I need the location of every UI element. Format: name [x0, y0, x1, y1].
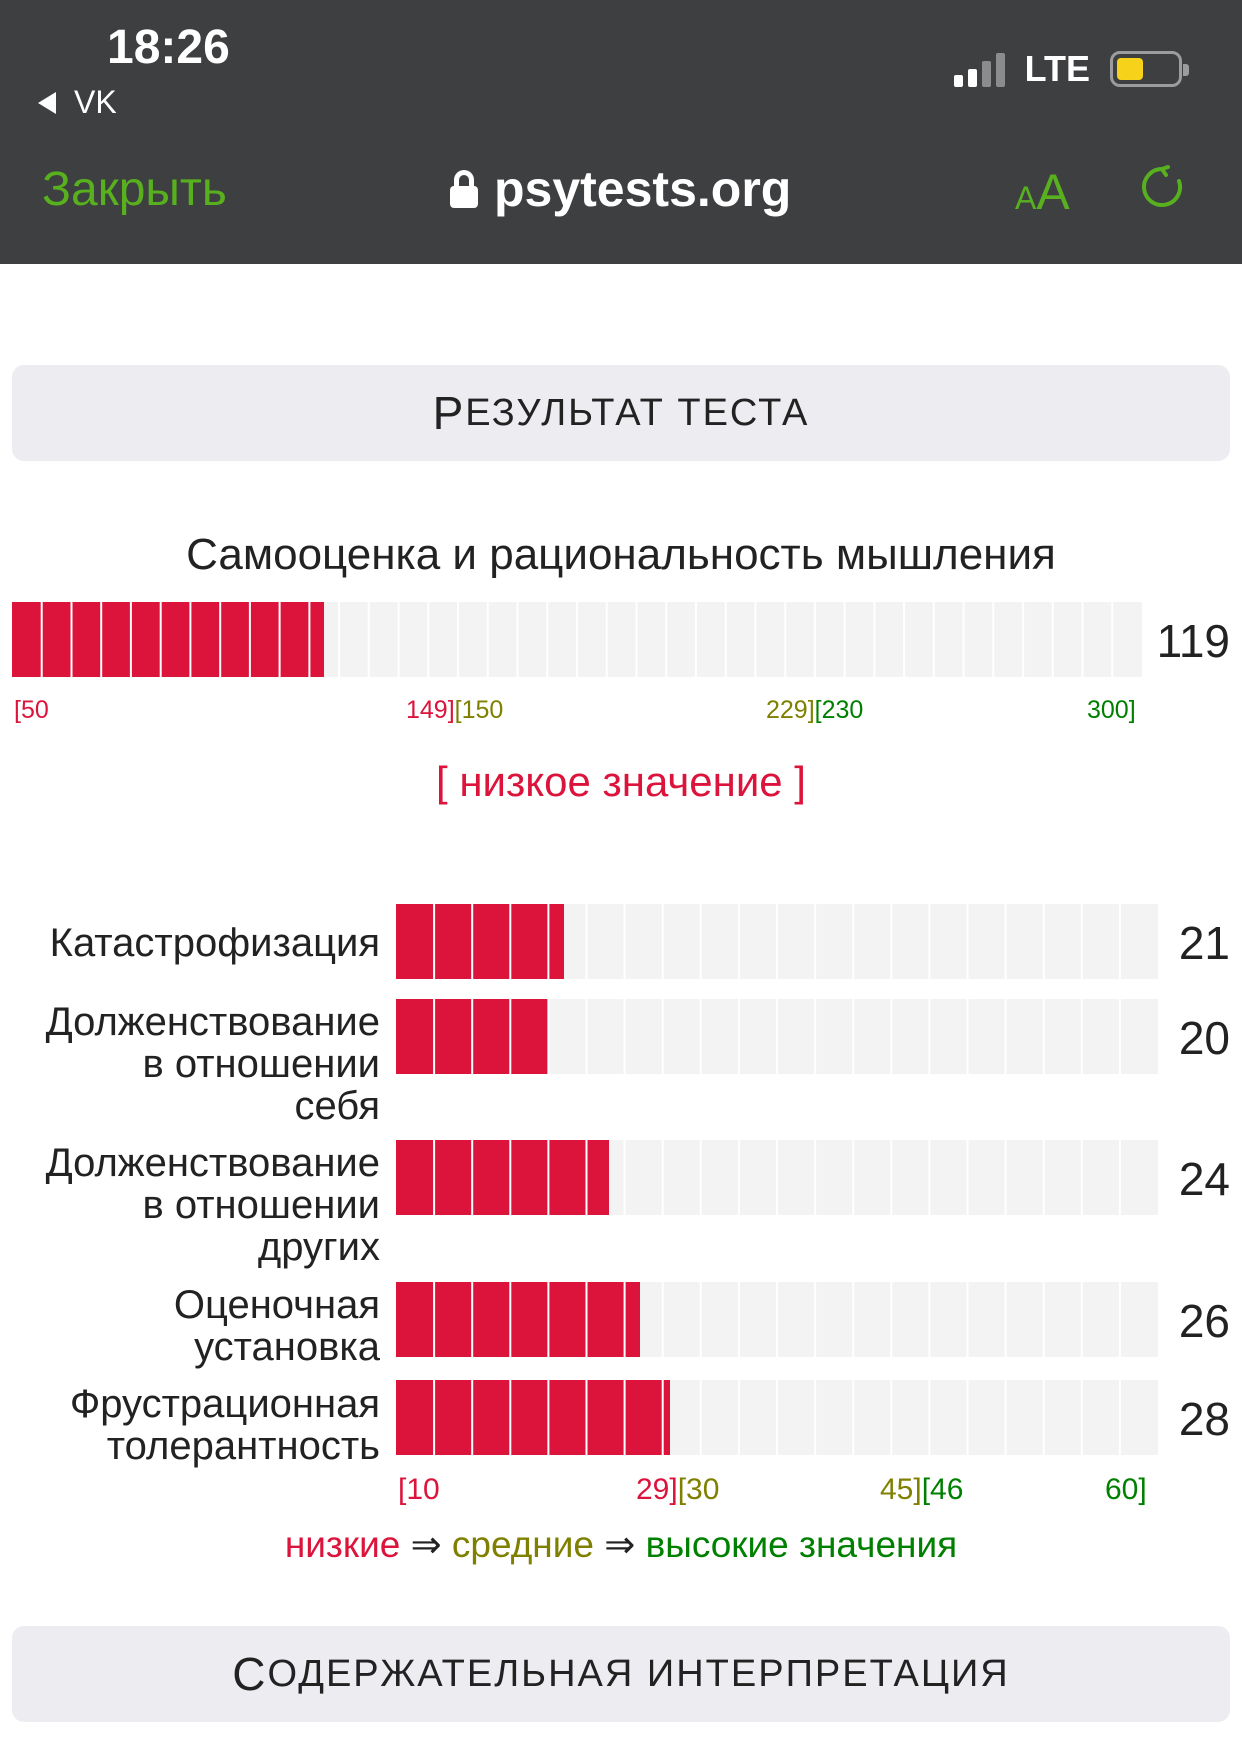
main-scale-bar: [12, 602, 1142, 677]
cellular-signal-icon: [953, 51, 1005, 87]
main-scale-title: Самооценка и рациональность мышления: [186, 530, 1056, 579]
sub-scale-value: 21: [1178, 917, 1230, 969]
legend-high: высокие значения: [645, 1524, 958, 1565]
legend-mid: средние: [451, 1524, 594, 1565]
back-app-label: VK: [74, 84, 117, 120]
main-tick-boundary-1: 149][150: [406, 696, 504, 724]
sub-scale-label: Катастрофизация: [49, 921, 380, 965]
back-arrow-icon: [38, 91, 56, 114]
legend-low: низкие: [284, 1524, 401, 1565]
sub-scale-grid: [433, 999, 1121, 1074]
address-bar[interactable]: psytests.org: [450, 160, 791, 218]
back-to-app-button[interactable]: VK: [38, 84, 117, 121]
battery-icon: [1110, 51, 1189, 87]
status-indicators: LTE: [953, 48, 1189, 90]
sub-scale-value: 20: [1178, 1012, 1230, 1064]
sub-scale-grid: [433, 1380, 1121, 1455]
sub-scale-bar: [396, 1380, 1158, 1455]
main-tick-boundary-2: 229][230: [766, 696, 864, 724]
sub-tick-boundary-2: 45][46: [880, 1473, 964, 1506]
main-tick-min: [50: [14, 696, 49, 724]
sub-scale-grid: [433, 1140, 1121, 1215]
sub-scale-label: Оценочная установка: [173, 1283, 380, 1369]
sub-scale-value: 28: [1178, 1393, 1230, 1445]
sub-scale-label: Фрустрационная толерантность: [69, 1382, 380, 1468]
sub-scale-grid: [433, 904, 1121, 979]
sub-scale-bar: [396, 999, 1158, 1074]
sub-scale-label: Долженствование в отношении других: [45, 1141, 380, 1269]
sub-scale-grid: [433, 1282, 1121, 1357]
color-legend: низкие ⇒ средние ⇒ высокие значения: [284, 1524, 958, 1565]
sub-scale-value: 24: [1178, 1153, 1230, 1205]
reload-icon[interactable]: [1138, 163, 1186, 211]
main-scale-value: 119: [1156, 615, 1230, 667]
url-text: psytests.org: [494, 161, 792, 217]
sub-scale-value: 26: [1178, 1295, 1230, 1347]
network-type: LTE: [1024, 48, 1090, 89]
main-scale-grid: [40, 602, 1114, 677]
sub-scale-bar-fill: [396, 1282, 640, 1357]
text-size-button[interactable]: AA: [1015, 164, 1070, 220]
sub-tick-min: [10: [398, 1473, 440, 1506]
sub-tick-boundary-1: 29][30: [636, 1473, 720, 1506]
interpretation-section-header: С ОДЕРЖАТЕЛЬНАЯ ИНТЕРПРЕТАЦИЯ: [12, 1626, 1230, 1722]
status-time: 18:26: [107, 21, 230, 74]
lock-icon: [450, 170, 478, 208]
sub-tick-max: 60]: [1105, 1473, 1147, 1506]
main-tick-max: 300]: [1087, 696, 1136, 724]
sub-scale-bar: [396, 1282, 1158, 1357]
sub-scale-bar: [396, 904, 1158, 979]
main-scale-verdict: [ низкое значение ]: [436, 758, 806, 805]
sub-scale-bar-fill: [396, 1140, 610, 1215]
sub-scale-label: Долженствование в отношении себя: [45, 1000, 380, 1128]
result-section-header: Р ЕЗУЛЬТАТ ТЕСТА: [12, 365, 1230, 461]
main-scale-bar-fill: [12, 602, 324, 677]
close-button[interactable]: Закрыть: [42, 163, 227, 216]
sub-scale-bar: [396, 1140, 1158, 1215]
browser-chrome: 18:26 VK LTE Закрыть psytests.org AA: [0, 0, 1242, 264]
sub-scale-bar-fill: [396, 904, 564, 979]
